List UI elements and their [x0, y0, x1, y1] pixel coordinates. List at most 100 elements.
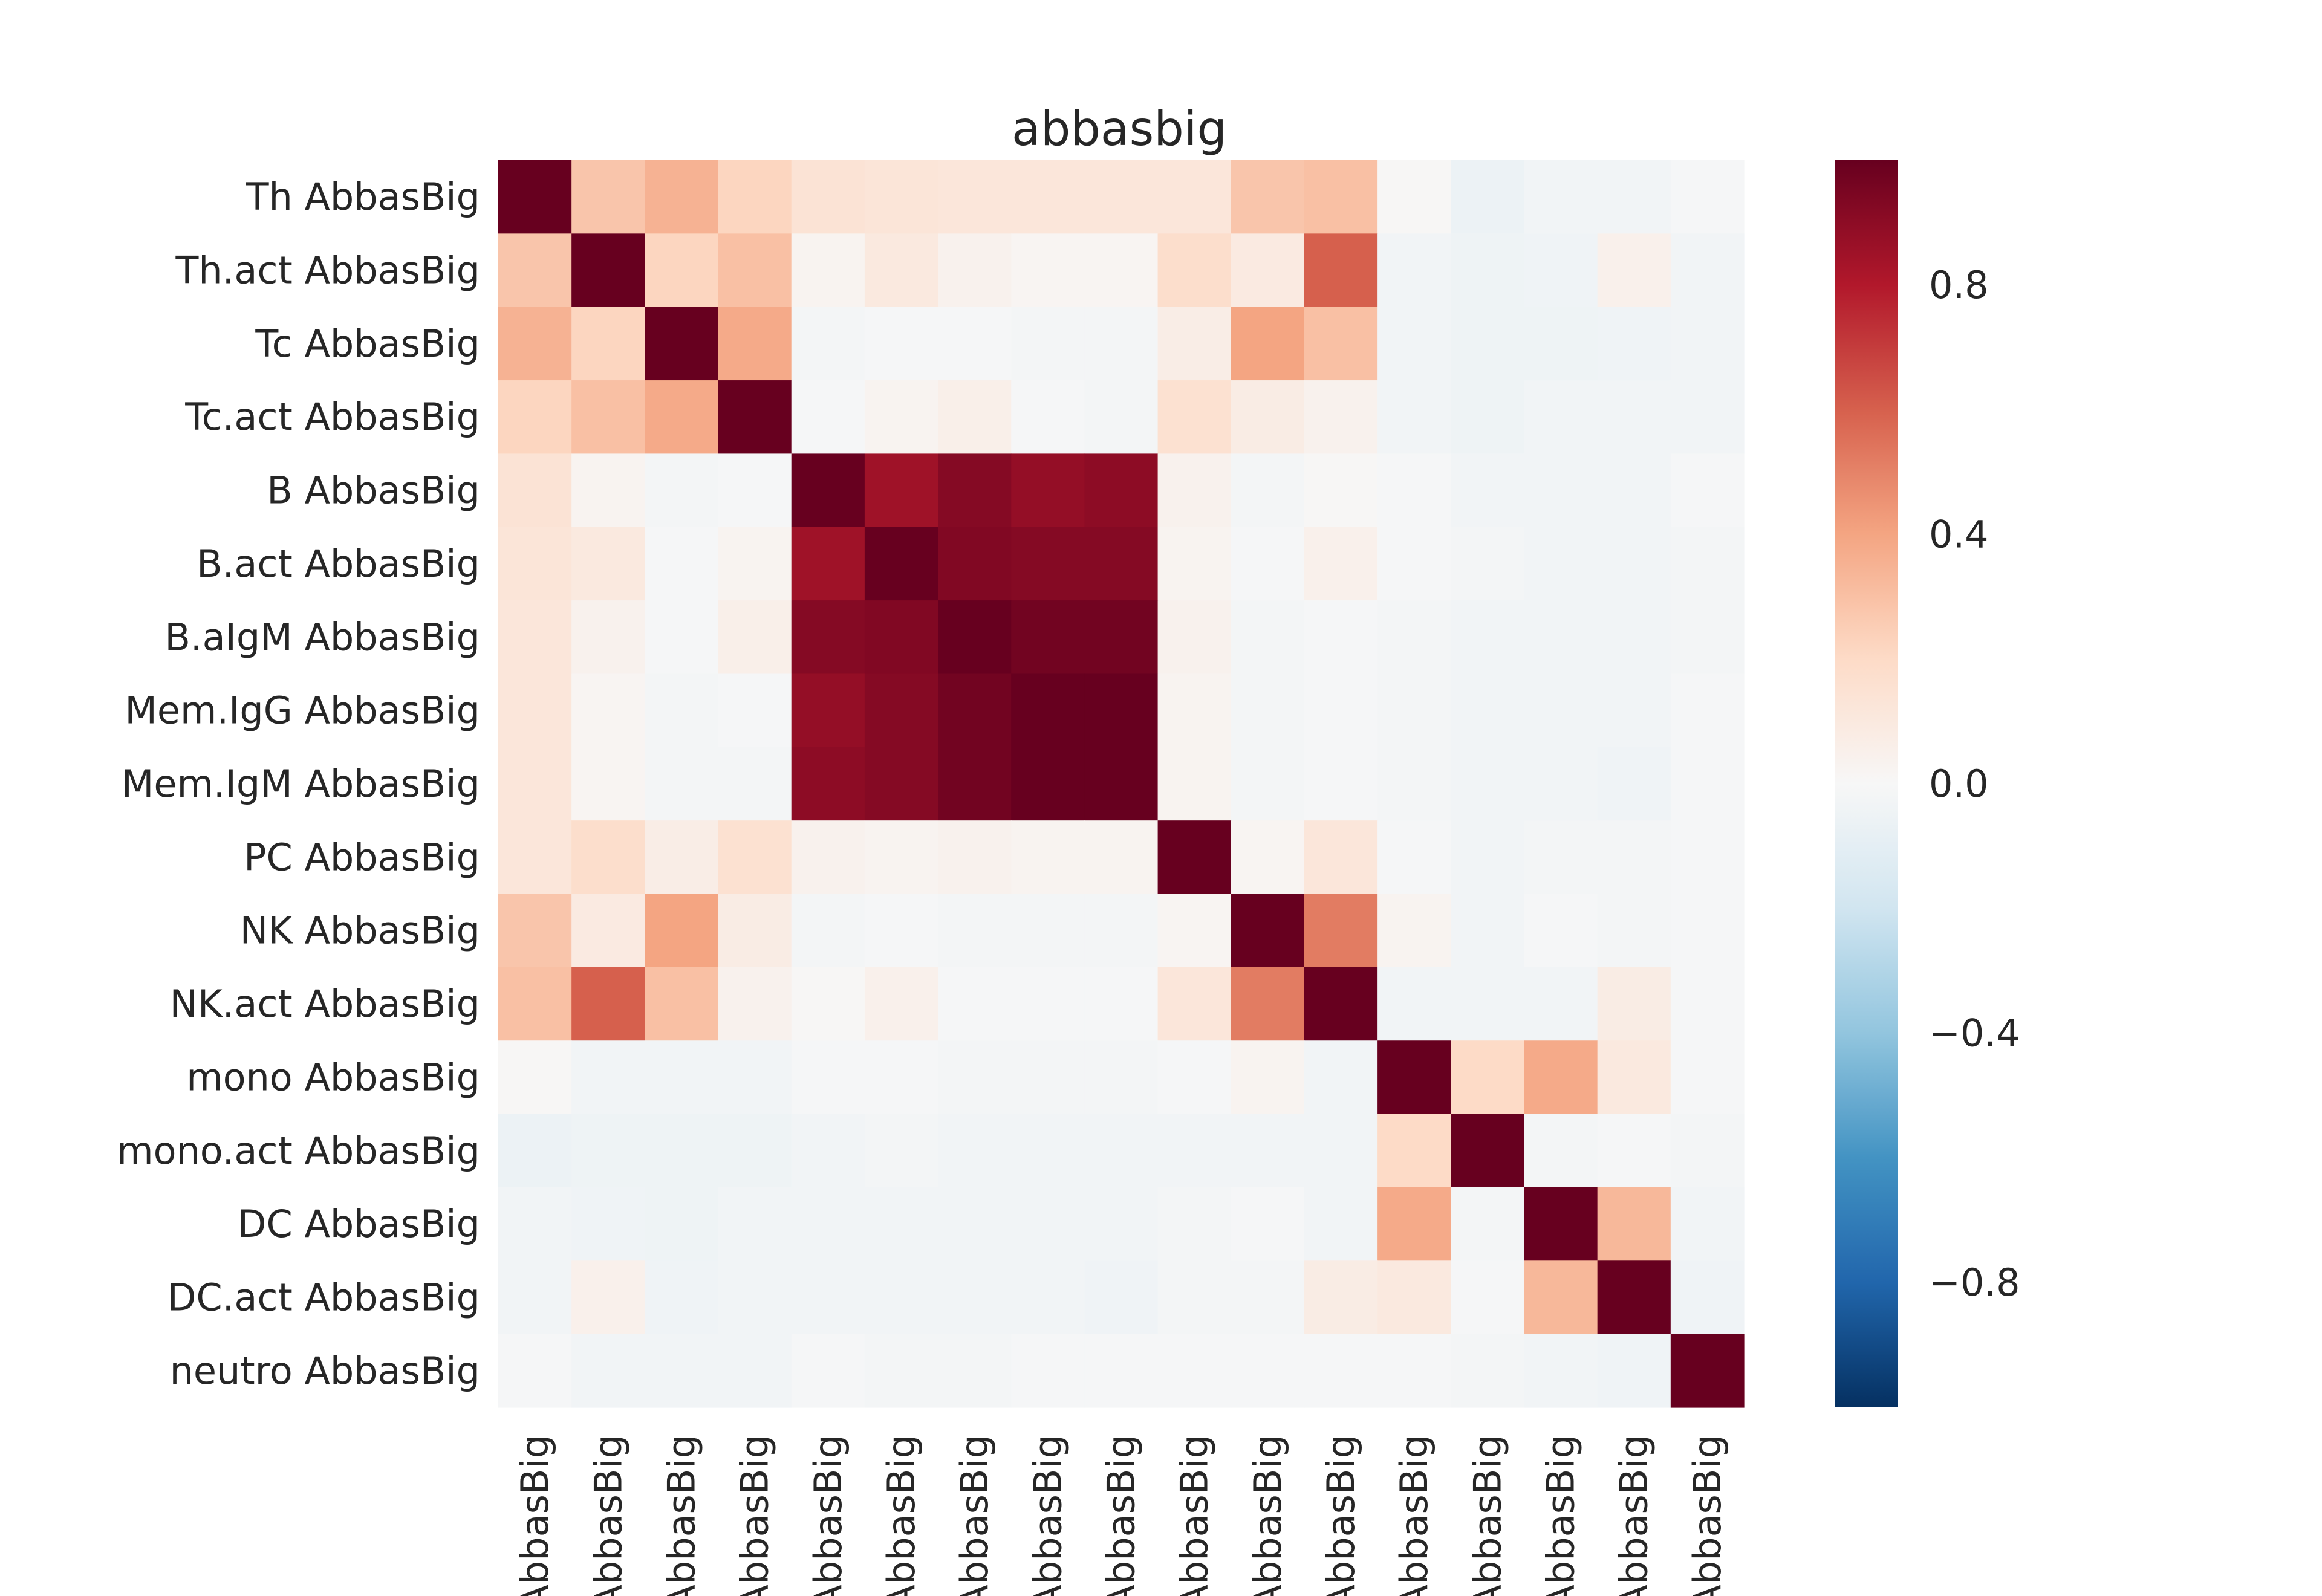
heatmap-cell: [571, 233, 645, 308]
heatmap-cell: [1670, 307, 1745, 381]
heatmap-cell: [1377, 160, 1451, 234]
row-label: Tc.act AbbasBig: [184, 395, 480, 439]
colorbar-tick-label: −0.4: [1929, 1011, 2020, 1056]
heatmap-cell: [938, 1114, 1012, 1188]
heatmap-cell: [1377, 453, 1451, 528]
heatmap-cell: [1597, 1334, 1671, 1408]
heatmap-cell: [791, 747, 865, 821]
heatmap-cell: [1011, 673, 1085, 748]
heatmap-cell: [791, 1260, 865, 1335]
heatmap-cell: [571, 527, 645, 601]
heatmap-cell: [1597, 600, 1671, 675]
heatmap-cell: [1011, 233, 1085, 308]
heatmap-cell: [1084, 747, 1159, 821]
row-label: Tc AbbasBig: [255, 322, 480, 366]
heatmap-cell: [1451, 1114, 1525, 1188]
heatmap-cell: [1231, 1040, 1305, 1115]
heatmap-cell: [938, 1040, 1012, 1115]
column-label: AbbasBig: [1172, 1435, 1217, 1596]
heatmap-cells: [498, 160, 1745, 1408]
heatmap-cell: [1231, 600, 1305, 675]
heatmap-cell: [1597, 1040, 1671, 1115]
heatmap-cell: [571, 894, 645, 968]
heatmap-cell: [1524, 1114, 1598, 1188]
heatmap-cell: [1670, 1334, 1745, 1408]
heatmap-cell: [1157, 380, 1232, 455]
heatmap-cell: [1524, 233, 1598, 308]
heatmap-cell: [1670, 1114, 1745, 1188]
heatmap-cell: [1597, 747, 1671, 821]
heatmap-cell: [1670, 1040, 1745, 1115]
heatmap-cell: [1377, 894, 1451, 968]
heatmap-cell: [1304, 160, 1378, 234]
heatmap-cell: [718, 307, 792, 381]
heatmap-cell: [718, 1040, 792, 1115]
heatmap-cell: [718, 380, 792, 455]
heatmap-cell: [1597, 1187, 1671, 1261]
heatmap-cell: [1377, 820, 1451, 895]
heatmap-cell: [791, 307, 865, 381]
heatmap-cell: [1231, 160, 1305, 234]
heatmap-cell: [791, 1114, 865, 1188]
heatmap-cell: [791, 967, 865, 1041]
column-label: AbbasBig: [1026, 1435, 1070, 1596]
row-label: mono AbbasBig: [186, 1055, 480, 1099]
heatmap-cell: [1011, 307, 1085, 381]
heatmap-cell: [1084, 1040, 1159, 1115]
heatmap-cell: [1377, 527, 1451, 601]
heatmap-cell: [1084, 820, 1159, 895]
heatmap-cell: [1451, 967, 1525, 1041]
heatmap-cell: [938, 1334, 1012, 1408]
heatmap-cell: [864, 1114, 938, 1188]
heatmap-cell: [1011, 1187, 1085, 1261]
heatmap-cell: [791, 894, 865, 968]
heatmap-cell: [1377, 233, 1451, 308]
chart-title: abbasbig: [1012, 102, 1227, 157]
heatmap-cell: [1377, 1334, 1451, 1408]
colorbar-tick-label: 0.8: [1929, 263, 1989, 307]
heatmap-cell: [498, 600, 572, 675]
heatmap-cell: [1670, 160, 1745, 234]
heatmap-cell: [1304, 747, 1378, 821]
heatmap-cell: [1084, 527, 1159, 601]
heatmap-cell: [498, 1187, 572, 1261]
heatmap-cell: [571, 1187, 645, 1261]
heatmap-cell: [791, 1187, 865, 1261]
heatmap-cell: [1157, 527, 1232, 601]
heatmap-cell: [864, 453, 938, 528]
heatmap-cell: [938, 1260, 1012, 1335]
heatmap-cell: [498, 673, 572, 748]
heatmap-cell: [718, 1114, 792, 1188]
heatmap-cell: [938, 820, 1012, 895]
heatmap-cell: [1597, 380, 1671, 455]
heatmap-cell: [1157, 673, 1232, 748]
heatmap-cell: [1377, 307, 1451, 381]
heatmap-cell: [1157, 820, 1232, 895]
row-label: DC.act AbbasBig: [167, 1276, 480, 1320]
heatmap-cell: [1597, 453, 1671, 528]
heatmap-cell: [1670, 673, 1745, 748]
heatmap-cell: [1084, 600, 1159, 675]
heatmap-cell: [864, 967, 938, 1041]
heatmap-cell: [1670, 820, 1745, 895]
row-label: Th.act AbbasBig: [175, 248, 480, 293]
heatmap-cell: [938, 747, 1012, 821]
heatmap-cell: [1231, 673, 1305, 748]
column-label: AbbasBig: [733, 1435, 777, 1596]
heatmap-cell: [864, 1187, 938, 1261]
heatmap-cell: [1524, 894, 1598, 968]
heatmap-cell: [1084, 380, 1159, 455]
heatmap-cell: [645, 233, 719, 308]
heatmap-cell: [498, 160, 572, 234]
heatmap-cell: [1597, 967, 1671, 1041]
heatmap-cell: [1451, 673, 1525, 748]
colorbar-tick-label: 0.4: [1929, 512, 1989, 556]
heatmap-cell: [498, 894, 572, 968]
heatmap-cell: [498, 1040, 572, 1115]
heatmap-cell: [571, 160, 645, 234]
heatmap-cell: [938, 233, 1012, 308]
heatmap-cell: [1304, 600, 1378, 675]
heatmap-cell: [938, 307, 1012, 381]
column-label: AbbasBig: [1392, 1435, 1436, 1596]
